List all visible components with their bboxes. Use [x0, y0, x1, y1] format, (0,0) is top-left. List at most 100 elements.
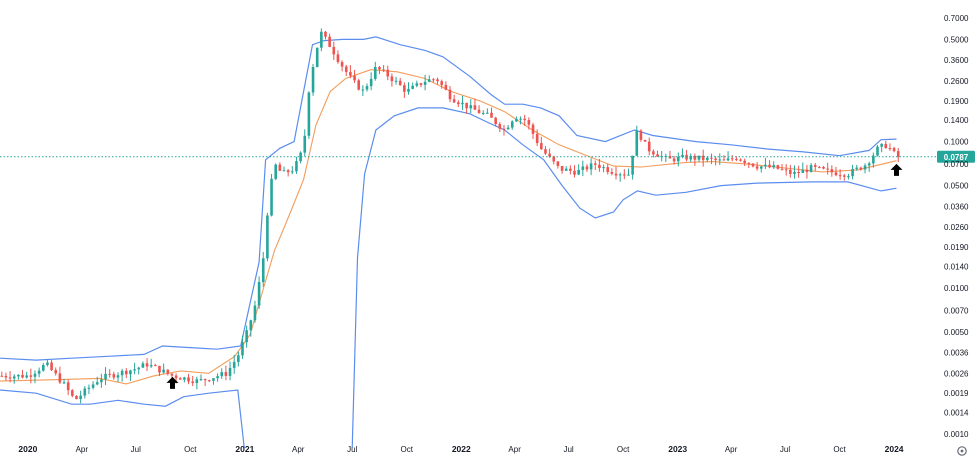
candle-body [772, 165, 776, 168]
candle-body [490, 112, 493, 118]
candle-body [581, 166, 585, 170]
candle-body [407, 88, 410, 92]
candle-body [697, 155, 701, 160]
candle-body [187, 377, 190, 382]
candle-body [224, 372, 228, 376]
candle-body [647, 141, 651, 152]
candle-body [328, 36, 331, 47]
x-tick-label: 2022 [452, 444, 471, 454]
candle-body [502, 128, 506, 130]
y-tick-label: 0.0026 [944, 369, 969, 378]
y-tick-label: 0.0070 [944, 306, 969, 315]
candle-body [452, 99, 456, 103]
candle-body [776, 165, 780, 169]
candle-body [340, 62, 344, 67]
candle-body [789, 169, 792, 174]
candle-body [324, 31, 327, 37]
candle-body [261, 258, 265, 283]
axis-settings-icon[interactable] [957, 446, 967, 456]
candle-body [75, 395, 78, 400]
y-tick-label: 0.0360 [944, 202, 969, 211]
y-tick-label: 0.0140 [944, 262, 969, 271]
candle-body [793, 172, 796, 174]
candle-body [104, 373, 107, 380]
candle-body [278, 164, 282, 171]
candle-body [701, 155, 705, 161]
x-tick-label: Apr [76, 445, 89, 454]
candle-body [37, 370, 41, 374]
candle-body [714, 158, 717, 161]
candle-body [813, 165, 817, 167]
y-axis: 0.7000 0.5000 0.3600 0.2600 0.1900 0.1400 0.10… [944, 14, 969, 439]
candle-body [91, 384, 95, 388]
band-lower-line [0, 389, 245, 449]
y-tick-label: 0.0190 [944, 243, 969, 252]
candle-body [847, 176, 850, 178]
band-upper-line [0, 36, 897, 361]
candle-body [270, 178, 273, 216]
candle-body [357, 80, 361, 90]
candle-body [672, 158, 676, 162]
candle-body [448, 89, 452, 100]
x-tick-label: Jul [780, 445, 790, 454]
candle-body [141, 363, 145, 368]
candle-body [315, 47, 319, 67]
candle-body [656, 154, 659, 157]
candle-body [299, 152, 302, 162]
candle-body [618, 174, 622, 176]
candle-body [120, 370, 124, 376]
candle-body [531, 124, 535, 134]
candle-body [390, 76, 394, 82]
candle-body [718, 159, 722, 161]
x-tick-label: Jul [347, 445, 357, 454]
candle-body [515, 118, 518, 122]
candle-body [880, 143, 883, 147]
y-tick-label: 0.0700 [944, 160, 969, 169]
candle-body [58, 373, 62, 383]
candle-body [274, 164, 277, 179]
candle-body [21, 374, 24, 378]
candle-body [232, 361, 236, 368]
candle-body [855, 167, 859, 169]
x-tick-label: Apr [292, 445, 305, 454]
candle-body [25, 375, 28, 378]
x-tick-label: Oct [617, 445, 630, 454]
candle-body [494, 117, 497, 125]
candle-body [108, 373, 111, 375]
annotation-arrows [166, 163, 903, 389]
candle-body [759, 166, 763, 169]
candle-body [212, 378, 215, 381]
candle-body [863, 165, 867, 170]
candle-body [17, 374, 20, 377]
candle-body [730, 158, 734, 160]
candle-body [892, 148, 896, 152]
candle-body [556, 161, 560, 166]
candle-body [286, 170, 290, 173]
y-tick-label: 0.1900 [944, 97, 969, 106]
current-price-label: 0.0787 [944, 153, 969, 162]
candle-body [440, 81, 444, 85]
candle-body [62, 382, 66, 384]
y-tick-label: 0.1000 [944, 138, 969, 147]
y-tick-label: 0.0036 [944, 349, 969, 358]
candle-body [29, 375, 33, 377]
candle-body [183, 377, 186, 380]
candle-body [710, 157, 713, 159]
x-tick-label: 2024 [885, 444, 904, 454]
candle-body [174, 375, 178, 379]
candle-body [191, 381, 194, 384]
candle-body [257, 282, 261, 306]
candle-body [112, 374, 116, 378]
candle-body [398, 80, 402, 86]
candle-body [469, 105, 473, 109]
candle-body [585, 166, 589, 170]
candle-body [12, 376, 16, 379]
y-tick-label: 0.0500 [944, 182, 969, 191]
candle-body [41, 365, 45, 371]
candle-body [735, 158, 738, 160]
x-tick-label: Oct [184, 445, 197, 454]
candle-body [784, 169, 788, 171]
candle-body [805, 169, 809, 173]
